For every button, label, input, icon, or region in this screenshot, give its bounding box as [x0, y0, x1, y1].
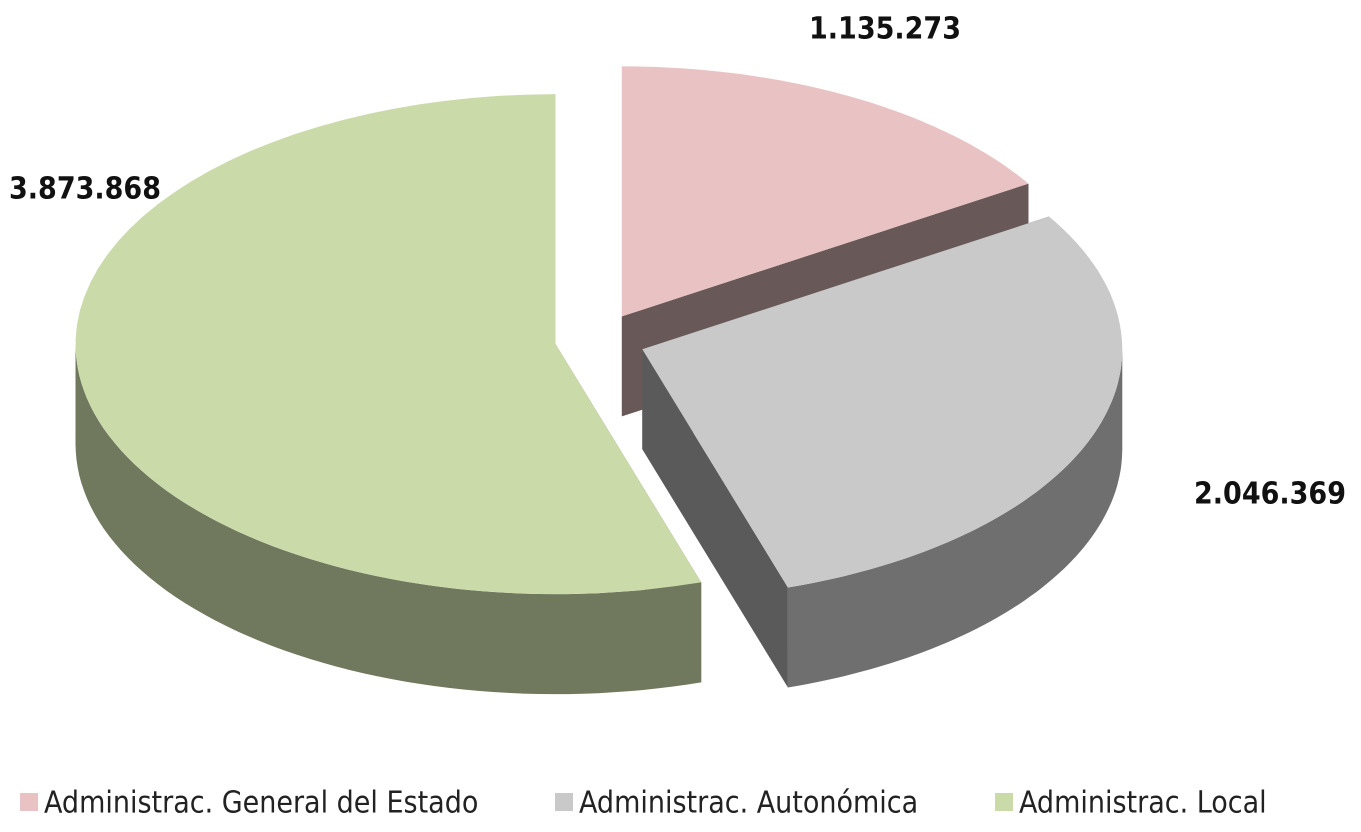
legend-label: Administrac. Autonómica — [579, 786, 918, 821]
legend-swatch — [995, 793, 1013, 811]
legend-swatch — [20, 793, 38, 811]
data-label: 1.135.273 — [809, 12, 961, 47]
slice-wall — [787, 349, 1123, 688]
slice-wall — [75, 344, 702, 695]
data-label: 2.046.369 — [1194, 477, 1346, 512]
legend-label: Administrac. General del Estado — [44, 786, 478, 821]
slice — [642, 216, 1123, 588]
slice — [621, 66, 1029, 317]
legend-label: Administrac. Local — [1019, 786, 1267, 821]
legend-swatch — [555, 793, 573, 811]
slice-side — [642, 349, 788, 688]
slice — [75, 94, 702, 595]
data-label: 3.873.868 — [9, 172, 161, 207]
